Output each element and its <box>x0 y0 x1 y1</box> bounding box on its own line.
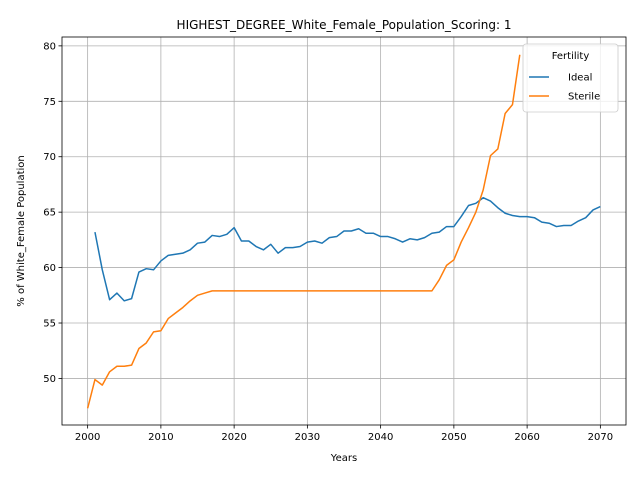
legend-entries: Ideal Sterile <box>529 73 600 103</box>
series-line-sterile <box>86 54 521 409</box>
x-tick-label: 2000 <box>75 432 100 443</box>
legend-title: Fertility <box>552 51 590 62</box>
x-tick-label: 2050 <box>441 432 466 443</box>
legend-label-sterile: Sterile <box>568 92 600 103</box>
x-tick-label: 2060 <box>514 432 539 443</box>
plot-frame <box>61 36 627 426</box>
x-tick-label: 2020 <box>221 432 246 443</box>
y-axis-label: % of White_Female Population <box>16 155 27 306</box>
series-layer <box>86 54 601 409</box>
legend-label-ideal: Ideal <box>568 73 592 84</box>
y-tick-label: 80 <box>43 41 56 52</box>
x-tick-label: 2010 <box>148 432 173 443</box>
legend: Fertility Ideal Sterile <box>522 43 619 113</box>
x-axis-label: Years <box>330 453 357 464</box>
y-axis: 50 55 60 65 70 75 80 <box>43 41 62 385</box>
y-tick-label: 75 <box>43 97 56 108</box>
y-tick-label: 60 <box>43 263 56 274</box>
y-tick-label: 70 <box>43 152 56 163</box>
y-tick-label: 55 <box>43 319 56 330</box>
y-tick-label: 50 <box>43 374 56 385</box>
y-tick-label: 65 <box>43 208 56 219</box>
x-tick-label: 2030 <box>295 432 320 443</box>
x-tick-label: 2070 <box>588 432 613 443</box>
legend-box <box>522 43 619 113</box>
chart-title: HIGHEST_DEGREE_White_Female_Population_S… <box>177 18 512 32</box>
series-line-ideal <box>94 196 601 302</box>
x-tick-label: 2040 <box>368 432 393 443</box>
x-axis: 2000 2010 2020 2030 2040 2050 2060 2070 <box>75 425 613 443</box>
